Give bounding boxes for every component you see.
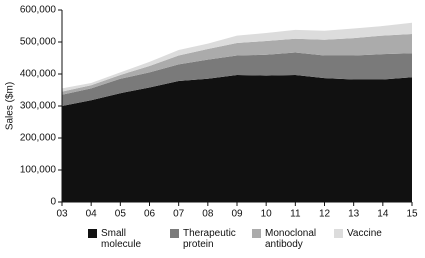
legend-label: Monoclonal antibody [265, 228, 317, 250]
legend-label: Small molecule [101, 228, 142, 250]
x-tick-label: 03 [56, 209, 68, 220]
area [62, 52, 412, 106]
chart-svg: Sales ($m) 0 100,000 200,000 300,000 400,000… [5, 5, 418, 220]
y-tick-label: 300,000 [20, 101, 57, 112]
area [62, 22, 412, 92]
legend-swatch [88, 229, 97, 238]
x-tick-label: 04 [86, 209, 98, 220]
legend-item: Therapeutic protein [170, 228, 252, 250]
x-tick-label: 09 [231, 209, 243, 220]
x-tick-label: 14 [377, 209, 389, 220]
legend-swatch [334, 229, 343, 238]
y-tick-label: 100,000 [20, 165, 57, 176]
legend-item: Monoclonal antibody [252, 228, 334, 250]
y-tick-label: 0 [50, 197, 56, 208]
y-tick-label: 600,000 [20, 5, 57, 16]
legend-item: Vaccine [334, 228, 416, 250]
x-tick-label: 07 [173, 209, 185, 220]
legend-label: Therapeutic protein [183, 228, 236, 250]
x-tick-label: 12 [319, 209, 331, 220]
y-tick-label: 500,000 [20, 37, 57, 48]
x-tick-label: 10 [261, 209, 273, 220]
y-axis-label: Sales ($m) [5, 82, 16, 130]
area [62, 34, 412, 95]
legend-item: Small molecule [88, 228, 170, 250]
legend-swatch [170, 229, 179, 238]
y-tick-label: 200,000 [20, 133, 57, 144]
x-tick-label: 13 [348, 209, 360, 220]
x-tick-label: 05 [115, 209, 127, 220]
x-tick-label: 08 [202, 209, 214, 220]
y-tick-label: 400,000 [20, 69, 57, 80]
legend-label: Vaccine [347, 228, 382, 239]
x-tick-label: 11 [290, 209, 301, 220]
x-tick-label: 15 [406, 209, 418, 220]
legend: Small molecule Therapeutic protein Monoclo… [88, 228, 416, 250]
x-tick-label: 06 [144, 209, 156, 220]
legend-swatch [252, 229, 261, 238]
area [62, 74, 412, 202]
